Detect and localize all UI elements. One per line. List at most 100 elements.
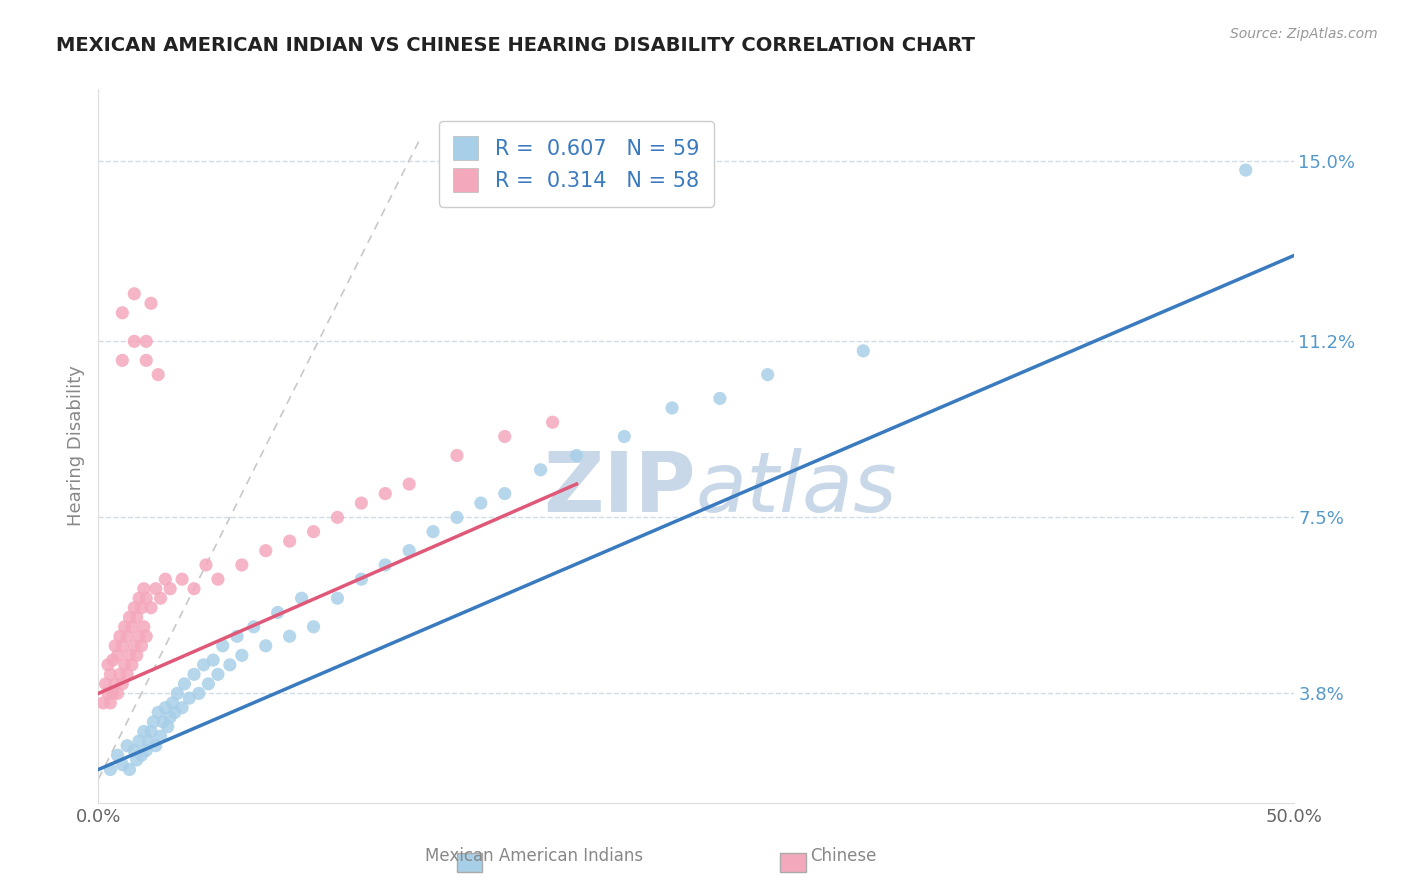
Point (111, 353, 134, 368)
Point (145, 582, 167, 596)
Point (101, 686, 124, 700)
Point (446, 449, 468, 463)
Point (132, 620, 155, 634)
Point (709, 392, 731, 406)
Point (118, 763, 141, 777)
Point (132, 724, 155, 739)
Point (138, 734, 160, 748)
Point (107, 648, 129, 663)
Point (155, 572, 177, 586)
Point (107, 686, 129, 700)
Point (115, 667, 138, 681)
Point (231, 648, 253, 663)
Point (661, 401, 683, 415)
Point (135, 334, 157, 349)
Point (219, 657, 242, 672)
Point (173, 677, 195, 691)
Point (124, 600, 146, 615)
Point (398, 543, 420, 558)
Point (121, 620, 143, 634)
Point (193, 657, 215, 672)
Point (179, 691, 201, 706)
Point (124, 639, 146, 653)
Point (114, 620, 136, 634)
Point (97, 686, 120, 700)
Point (172, 700, 194, 714)
Point (124, 743, 146, 757)
Point (166, 686, 188, 700)
Point (135, 591, 157, 606)
Point (124, 334, 146, 349)
Point (128, 629, 150, 643)
Point (131, 639, 153, 653)
Point (494, 429, 516, 443)
Point (149, 729, 172, 743)
Point (172, 572, 194, 586)
Point (107, 748, 129, 763)
Point (98, 763, 122, 777)
Point (494, 486, 516, 500)
Point (852, 343, 875, 358)
Point (111, 757, 134, 772)
Point (98, 696, 122, 710)
Point (125, 753, 148, 767)
Point (135, 629, 157, 643)
Point (142, 714, 165, 729)
Point (231, 558, 253, 572)
Point (159, 710, 181, 724)
Point (98, 667, 122, 681)
Point (156, 720, 179, 734)
Point (139, 600, 162, 615)
Point (139, 296, 162, 310)
Point (152, 714, 174, 729)
Point (374, 486, 396, 500)
Point (128, 734, 150, 748)
Point (131, 748, 153, 763)
Point (398, 477, 420, 491)
Point (195, 558, 218, 572)
Point (226, 629, 249, 643)
Point (108, 667, 131, 681)
Point (118, 610, 141, 624)
Point (131, 600, 153, 615)
Point (91, 696, 114, 710)
Point (135, 743, 157, 757)
Point (197, 677, 219, 691)
Point (254, 543, 277, 558)
Point (207, 667, 229, 681)
Point (124, 286, 146, 301)
Point (278, 629, 301, 643)
Point (128, 591, 150, 606)
Text: MEXICAN AMERICAN INDIAN VS CHINESE HEARING DISABILITY CORRELATION CHART: MEXICAN AMERICAN INDIAN VS CHINESE HEARI… (56, 36, 976, 54)
Point (267, 606, 290, 620)
Point (374, 558, 396, 572)
Point (530, 463, 553, 477)
Point (565, 449, 588, 463)
Point (148, 368, 170, 382)
Point (148, 706, 170, 720)
Y-axis label: Hearing Disability: Hearing Disability (66, 366, 84, 526)
Text: Source: ZipAtlas.com: Source: ZipAtlas.com (1230, 27, 1378, 41)
Point (291, 591, 314, 606)
Point (422, 524, 444, 539)
Point (541, 415, 564, 429)
Point (243, 620, 266, 634)
Point (183, 667, 205, 681)
Point (115, 629, 138, 643)
Text: atlas: atlas (696, 449, 897, 529)
Point (139, 724, 162, 739)
Point (101, 653, 124, 667)
Point (278, 534, 301, 549)
Point (155, 700, 177, 714)
Point (470, 496, 492, 510)
Point (97, 657, 120, 672)
Point (183, 582, 205, 596)
Point (1234, 163, 1257, 178)
Point (121, 657, 143, 672)
Point (187, 686, 209, 700)
Point (326, 510, 349, 524)
Point (118, 648, 141, 663)
Point (254, 639, 277, 653)
Point (350, 572, 373, 586)
Point (302, 524, 325, 539)
